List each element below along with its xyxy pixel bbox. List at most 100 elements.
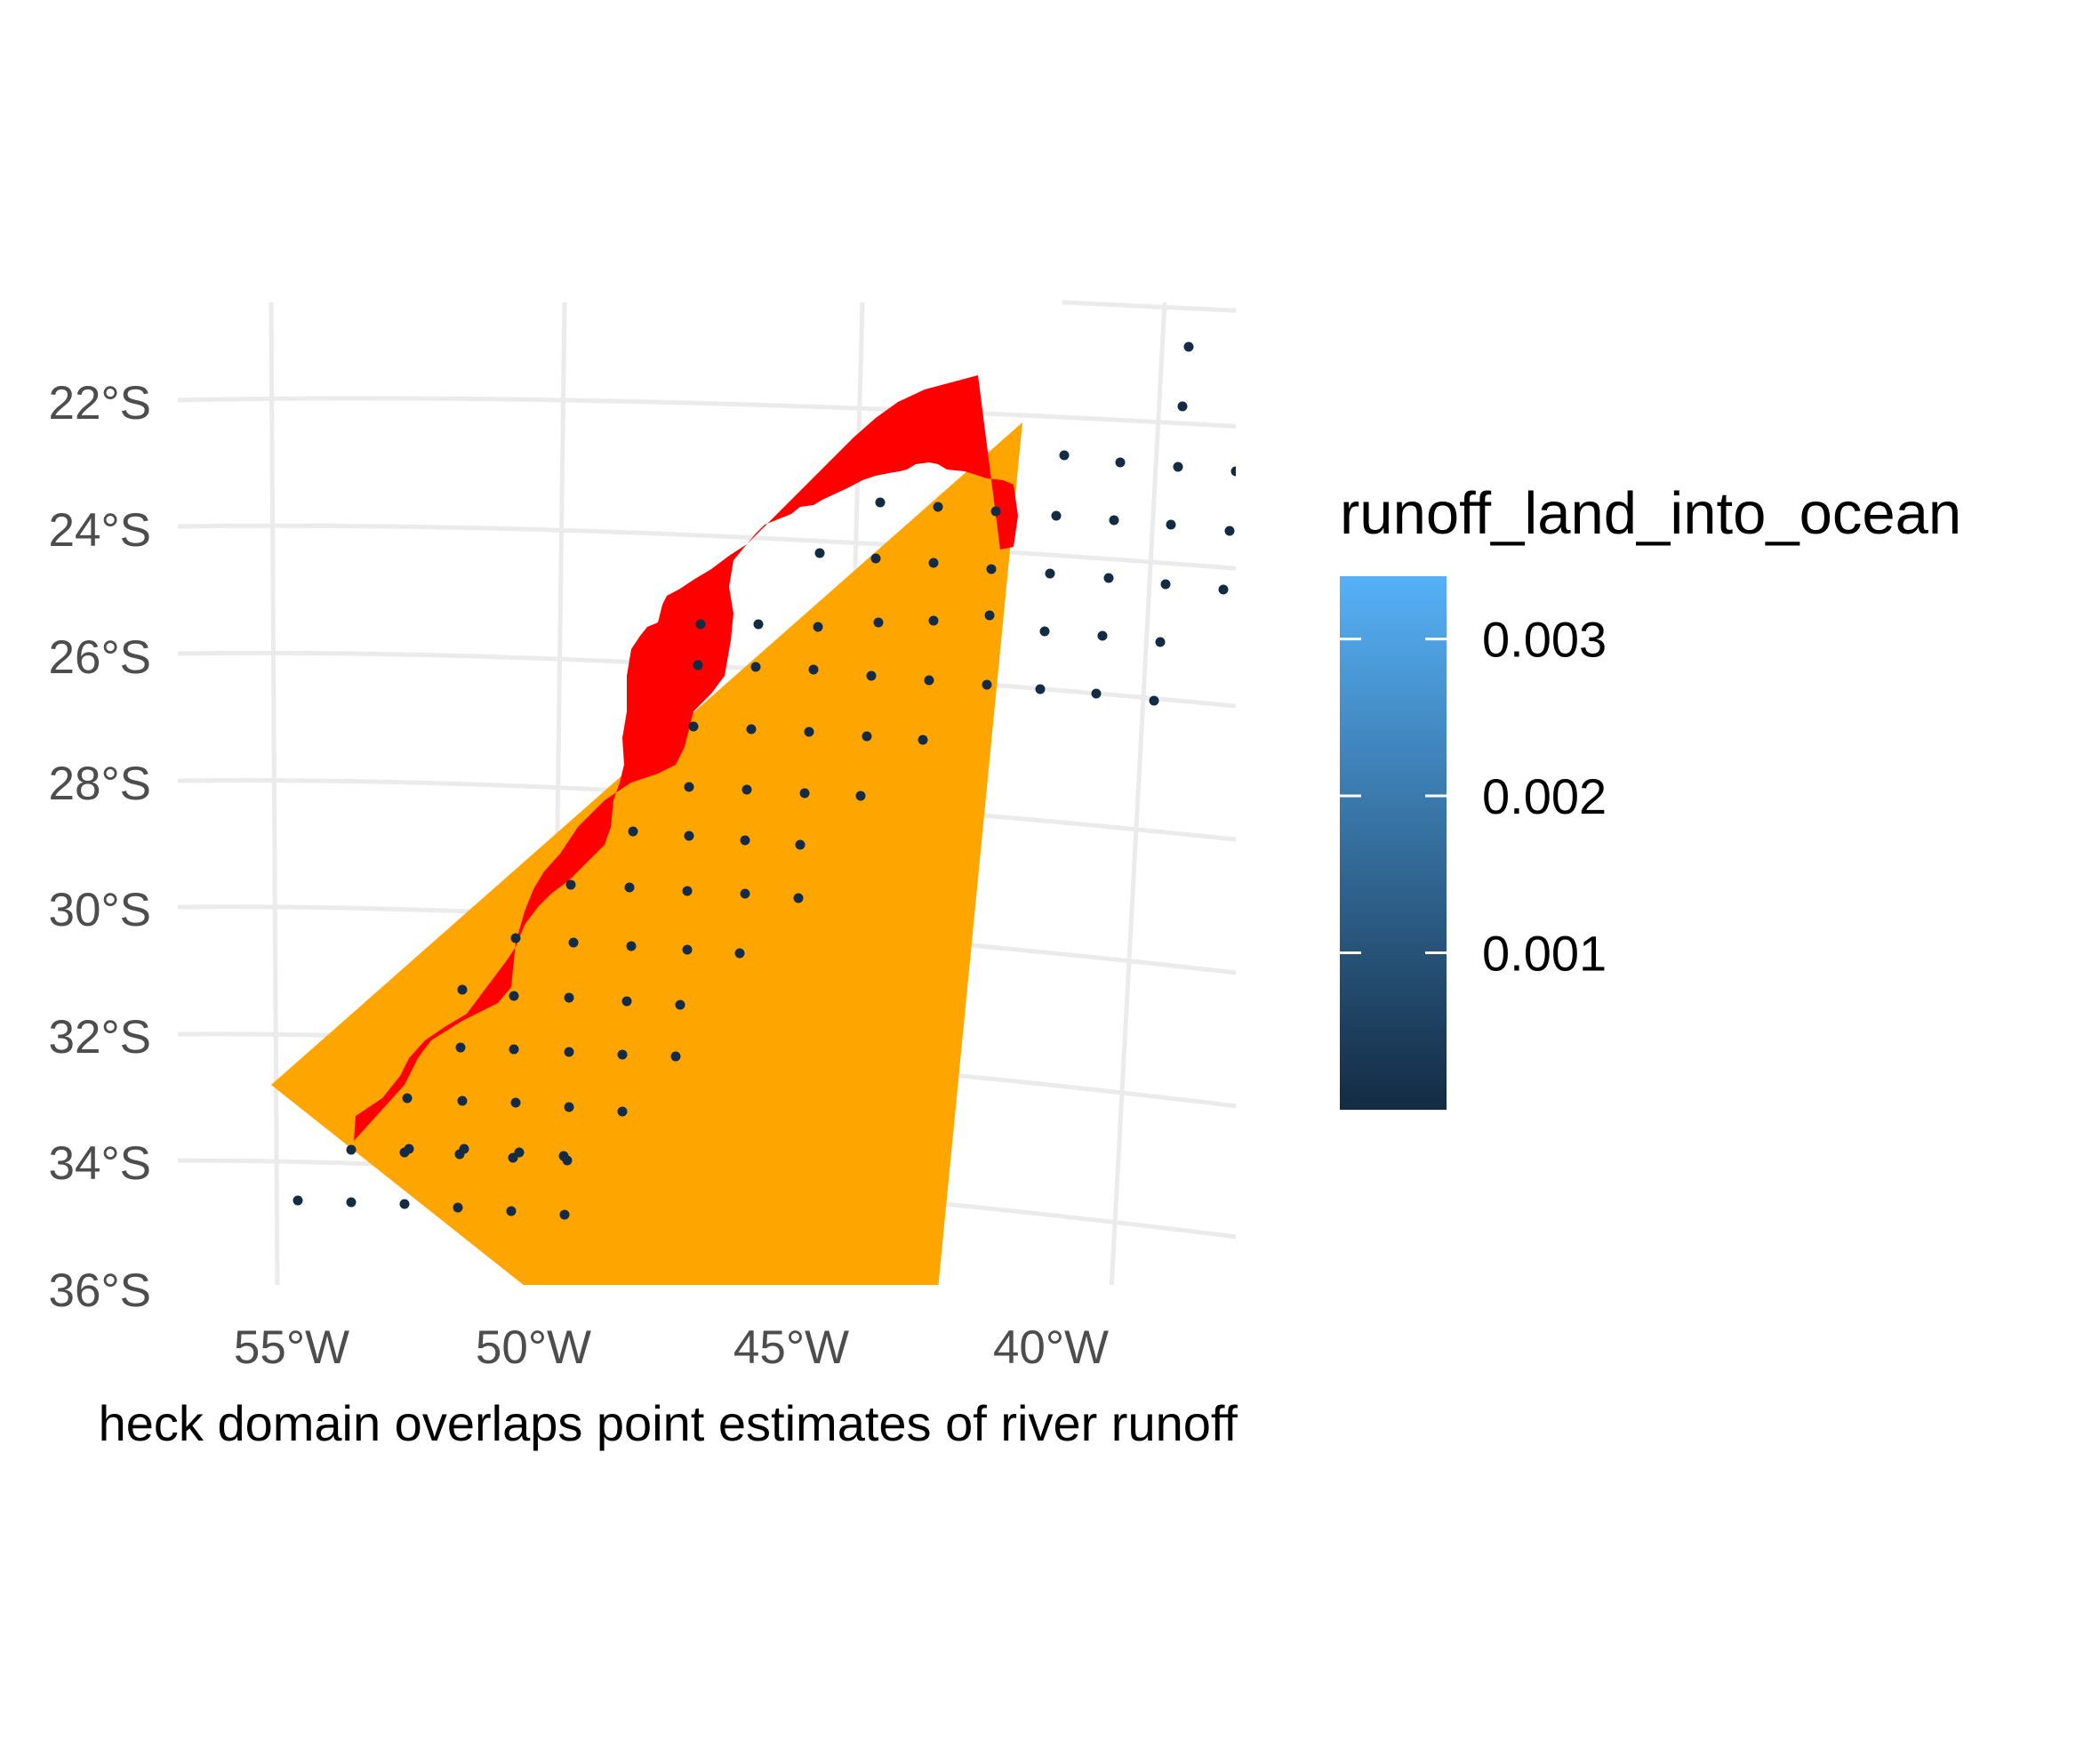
runoff-point (684, 831, 694, 841)
runoff-point (684, 782, 694, 792)
runoff-point (510, 1097, 521, 1108)
runoff-point (565, 879, 576, 890)
runoff-point (695, 619, 706, 630)
graticule-line (1062, 300, 1236, 313)
graticule-line (177, 523, 1236, 571)
graticule-line (1109, 301, 1167, 1285)
runoff-point (1149, 695, 1159, 706)
runoff-point (1155, 637, 1166, 647)
runoff-point (804, 726, 814, 737)
latitude-label: 34°S (49, 1137, 152, 1190)
runoff-point (1238, 409, 1247, 419)
runoff-point (626, 941, 637, 951)
latitude-label: 32°S (49, 1011, 152, 1064)
runoff-point (459, 1144, 469, 1154)
latitude-label: 36°S (49, 1264, 152, 1317)
longitude-axis-labels: 55°W 50°W 45°W 40°W (234, 1321, 1109, 1374)
runoff-point (675, 999, 685, 1010)
runoff-point (404, 1144, 414, 1154)
latitude-label: 24°S (49, 504, 152, 557)
legend-tick-label: 0.003 (1482, 612, 1607, 668)
longitude-label: 45°W (733, 1321, 849, 1374)
runoff-point (682, 886, 693, 896)
runoff-point (855, 791, 866, 801)
runoff-point (509, 1044, 519, 1055)
runoff-point (682, 944, 693, 955)
runoff-point (986, 564, 997, 574)
runoff-point (399, 1199, 410, 1209)
runoff-point (982, 679, 992, 690)
coastal-land-strip (354, 375, 1018, 1141)
runoff-point (1230, 466, 1236, 477)
runoff-point (1039, 626, 1050, 637)
runoff-point (795, 839, 806, 850)
runoff-point (1166, 519, 1176, 530)
legend-tick-label: 0.002 (1482, 768, 1607, 824)
runoff-point (1160, 579, 1171, 590)
runoff-point (1051, 510, 1062, 521)
legend-ticks: 0.003 0.002 0.001 (1340, 612, 1607, 982)
runoff-point (509, 991, 519, 1001)
runoff-point (1097, 630, 1108, 641)
runoff-point (866, 670, 877, 681)
runoff-point (568, 937, 579, 948)
latitude-axis-labels: 22°S 24°S 26°S 28°S 30°S 32°S 34°S 36°S (49, 377, 152, 1317)
runoff-point (870, 553, 881, 564)
runoff-point (564, 992, 574, 1003)
runoff-point (1035, 684, 1046, 694)
domain-polygon (271, 422, 1022, 1285)
runoff-point (928, 615, 939, 626)
map-panel (177, 300, 1247, 1285)
runoff-point (875, 497, 886, 508)
runoff-point (933, 502, 943, 512)
legend-title: runoff_land_into_ocean (1340, 480, 1961, 547)
runoff-point (455, 1042, 466, 1053)
runoff-point (514, 1147, 525, 1158)
runoff-point (1183, 341, 1194, 352)
runoff-point (346, 1197, 357, 1208)
runoff-point (1173, 462, 1183, 472)
runoff-point (293, 1195, 303, 1206)
runoff-point (457, 984, 468, 995)
runoff-point (624, 882, 635, 893)
longitude-label: 50°W (476, 1321, 591, 1374)
runoff-point (746, 724, 757, 735)
runoff-point (558, 1151, 569, 1161)
runoff-point (814, 548, 825, 558)
runoff-point (984, 610, 995, 621)
runoff-point (346, 1144, 357, 1155)
legend: runoff_land_into_ocean 0.003 0.002 0.001 (1340, 480, 1961, 1110)
runoff-point (693, 660, 703, 670)
runoff-point (734, 948, 745, 959)
runoff-point (402, 1093, 413, 1104)
runoff-point (453, 1202, 463, 1213)
runoff-point (1059, 450, 1070, 461)
latitude-label: 30°S (49, 884, 152, 936)
runoff-point (990, 506, 1001, 517)
runoff-point (1109, 515, 1119, 526)
runoff-point (918, 735, 928, 745)
runoff-point (510, 933, 521, 943)
runoff-point (1045, 568, 1055, 579)
legend-tick-label: 0.001 (1482, 926, 1607, 982)
runoff-point (873, 617, 884, 628)
latitude-label: 26°S (49, 631, 152, 684)
runoff-point (1103, 573, 1114, 583)
runoff-point (813, 622, 823, 632)
runoff-point (457, 1096, 468, 1106)
runoff-point (1218, 584, 1229, 595)
runoff-point (1091, 688, 1102, 699)
runoff-point (740, 835, 750, 846)
runoff-point (1224, 526, 1235, 536)
map-caption: heck domain overlaps point estimates of … (99, 1395, 1238, 1451)
graticule-line (177, 396, 1236, 429)
runoff-point (1177, 401, 1188, 412)
runoff-point (688, 721, 699, 732)
runoff-point (808, 664, 819, 675)
runoff-points (293, 341, 1247, 1220)
runoff-point (750, 662, 761, 672)
runoff-point (559, 1209, 570, 1220)
legend-colorbar (1340, 576, 1447, 1110)
latitude-label: 22°S (49, 377, 152, 429)
